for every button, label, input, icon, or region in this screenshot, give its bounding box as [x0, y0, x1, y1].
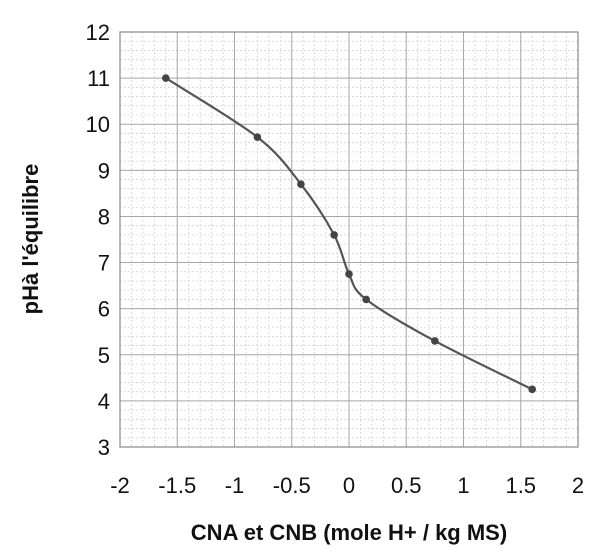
y-axis-title: pHà l'équilibre [18, 164, 43, 315]
x-tick-label: -1 [225, 473, 245, 498]
y-tick-label: 5 [98, 343, 110, 368]
x-axis-title: CNA et CNB (mole H+ / kg MS) [191, 520, 507, 545]
y-tick-label: 10 [86, 112, 110, 137]
x-tick-label: -0.5 [273, 473, 311, 498]
y-axis-ticks: 3 4 5 6 7 8 9 10 11 12 [86, 20, 110, 460]
x-tick-label: 1 [457, 473, 469, 498]
data-point [362, 295, 370, 304]
data-point [330, 231, 338, 239]
data-point [162, 74, 170, 82]
data-point [431, 337, 439, 345]
plot-area-frame [119, 31, 579, 448]
x-tick-label: -2 [110, 473, 130, 498]
y-tick-label: 6 [98, 297, 110, 322]
x-axis-ticks: -2 -1.5 -1 -0.5 0 0.5 1 1.5 2 [110, 473, 584, 498]
x-tick-label: 0.5 [391, 473, 422, 498]
grid [119, 31, 579, 448]
y-tick-label: 4 [98, 389, 110, 414]
y-tick-label: 8 [98, 204, 110, 229]
data-point [345, 270, 353, 278]
x-tick-label: -1.5 [158, 473, 196, 498]
y-tick-label: 9 [98, 158, 110, 183]
series [162, 74, 536, 394]
y-tick-label: 11 [87, 66, 110, 91]
data-point [528, 385, 536, 394]
y-tick-label: 3 [98, 435, 110, 460]
data-point [253, 133, 262, 141]
y-tick-label: 7 [98, 251, 110, 276]
x-tick-label: 1.5 [505, 473, 536, 498]
y-tick-label: 12 [86, 20, 110, 45]
data-point [297, 180, 305, 188]
x-tick-label: 2 [572, 473, 584, 498]
x-tick-label: 0 [343, 473, 355, 498]
